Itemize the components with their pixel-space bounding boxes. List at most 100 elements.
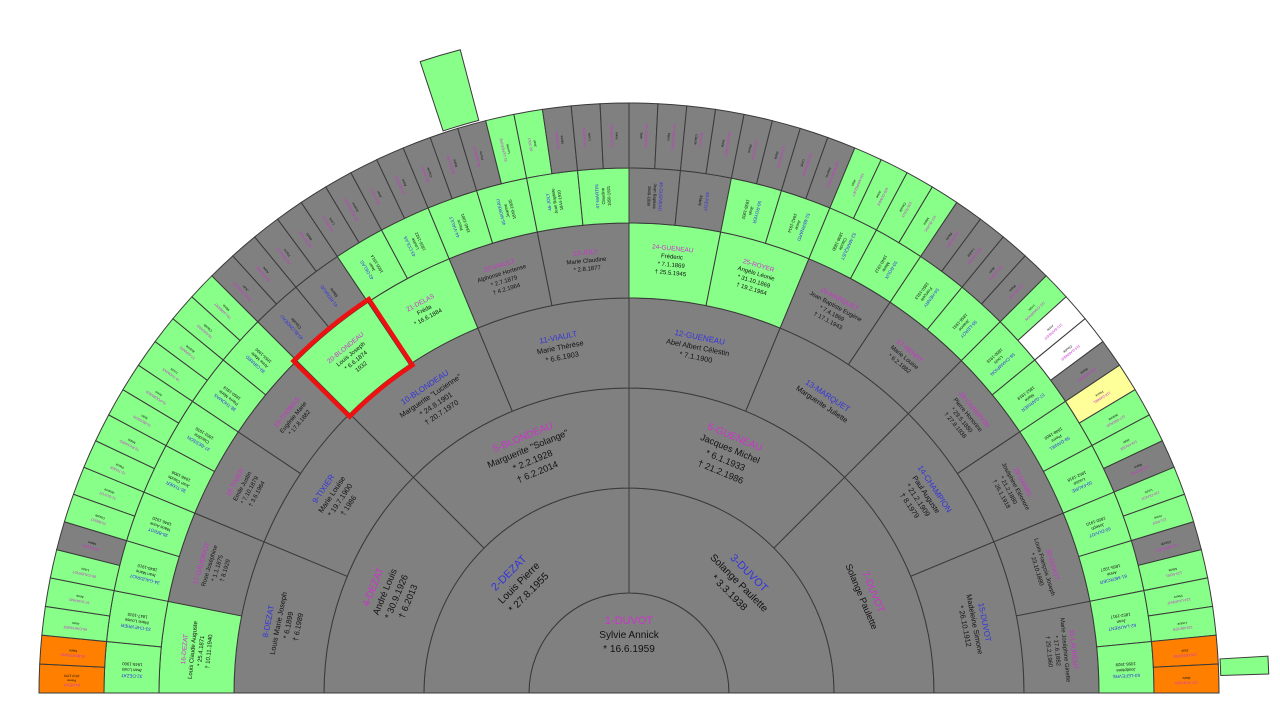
person-detail-line: Sylvie Annick bbox=[599, 630, 660, 641]
person-detail-line: Jean bbox=[140, 413, 148, 420]
person-number-name: 61-MERCIER bbox=[1099, 573, 1128, 585]
person-number-name: 100-ROYER bbox=[750, 140, 758, 161]
person-number-name: 48-GUENEAU bbox=[657, 182, 663, 212]
person-detail-line: Claude bbox=[838, 237, 849, 252]
person-detail-line: Anne bbox=[401, 178, 408, 187]
person-detail-line: Jean Marie bbox=[135, 568, 157, 578]
person-detail-line: Jean bbox=[1122, 438, 1130, 445]
person-detail-line: Pierre bbox=[1173, 594, 1183, 599]
person-number-name: 45-MOREAU bbox=[495, 199, 506, 226]
person-number-name: 50-ROYER bbox=[752, 200, 763, 224]
person-number-name: 86-COLAS bbox=[369, 187, 381, 205]
extension-marker[interactable] bbox=[419, 49, 480, 132]
person-detail-line: 1845-1901 bbox=[459, 212, 471, 233]
person-number-name: 63-LEFEVRE bbox=[1112, 673, 1140, 679]
person-number-name: 98-PETIT bbox=[697, 132, 703, 149]
person-number-name: 72-TIXIER bbox=[109, 465, 126, 476]
person-detail-line: † 25.2.1960 bbox=[1044, 636, 1053, 669]
person-number-name: 121-ROY bbox=[1151, 517, 1167, 526]
person-detail-line: 1810-1870 bbox=[64, 674, 80, 678]
person-detail-line: Jean bbox=[988, 266, 996, 274]
person-detail-line: Claude bbox=[202, 323, 213, 333]
person-detail-line: Louise bbox=[505, 143, 511, 154]
person-detail-line: Claudine bbox=[600, 187, 606, 205]
person-detail-line: Marie bbox=[922, 217, 930, 226]
person-detail-line: Jean bbox=[748, 206, 755, 217]
person-detail-line: Pierre bbox=[478, 150, 484, 160]
person-number-name: 125-MEYER bbox=[1172, 625, 1193, 631]
person-detail-line: 1840-1899 bbox=[646, 186, 652, 207]
person-detail-line: Pierre bbox=[945, 232, 953, 242]
person-number-name: 46-JOLY bbox=[545, 193, 553, 211]
person-detail-line: Claude bbox=[898, 202, 907, 213]
person-detail-line: 1850-1921 bbox=[606, 185, 612, 206]
person-detail-line: Pierre bbox=[67, 678, 76, 682]
person-detail-line: 1856-1929 bbox=[1115, 661, 1136, 667]
fan-overlay bbox=[290, 296, 416, 420]
person-detail-line: Marie bbox=[881, 261, 891, 273]
person-number-name: 101-MASSON bbox=[776, 145, 786, 168]
person-detail-line: Anne bbox=[794, 220, 802, 232]
person-detail-line: Marie bbox=[1008, 284, 1017, 293]
person-number-name: 64-DEZAT bbox=[62, 683, 80, 687]
person-detail-line: Louise bbox=[1177, 621, 1187, 626]
person-detail-line: Jean Baptiste bbox=[652, 183, 658, 209]
person-number-name: 89-MULLER bbox=[446, 154, 456, 174]
person-detail-line: Anne bbox=[1106, 570, 1117, 577]
person-number-name: 96-GUENEAU bbox=[644, 124, 649, 147]
person-detail-line: Louis bbox=[1144, 488, 1153, 495]
extension-marker[interactable] bbox=[1219, 655, 1270, 676]
person-detail-line: Louis bbox=[799, 159, 805, 168]
person-detail-line: Pierre bbox=[747, 144, 753, 154]
person-detail-line: Claude bbox=[94, 513, 105, 520]
person-detail-line: Louis bbox=[993, 355, 1004, 365]
person-detail-line: Jeanne bbox=[825, 167, 833, 179]
person-detail-line: Louise bbox=[966, 248, 975, 258]
person-number-name: 1-DUVOT bbox=[605, 615, 654, 627]
person-number-name: 97-CHEVALIER bbox=[670, 124, 676, 150]
person-number-name: 67-DURAND bbox=[68, 597, 89, 605]
person-detail-line: 1846-1920 bbox=[151, 515, 172, 527]
person-detail-line: Jean bbox=[1116, 618, 1126, 624]
person-number-name: 120-DUVOT bbox=[1140, 490, 1161, 501]
person-detail-line: Louis Claude Auguste bbox=[188, 620, 200, 679]
person-number-name: 99-GAUTHIER bbox=[723, 132, 731, 156]
person-detail-line: Pierre bbox=[115, 462, 125, 469]
person-cell-127-dufour[interactable] bbox=[1152, 663, 1220, 694]
person-detail-line: Marie bbox=[87, 540, 96, 546]
person-detail-line: Jean bbox=[242, 284, 250, 292]
person-detail-line: Marie bbox=[305, 232, 313, 241]
person-detail-line: Jeanne bbox=[351, 201, 360, 213]
person-detail-line: Jean bbox=[376, 190, 383, 198]
person-detail-line: 1844-1910 bbox=[556, 189, 564, 210]
person-number-name: 32-DEZAT bbox=[121, 673, 143, 679]
person-number-name: 62-LAURENT bbox=[1108, 623, 1137, 632]
person-detail-line: Louise bbox=[1072, 477, 1086, 487]
person-detail-line: Anne bbox=[875, 190, 882, 199]
person-detail-line: Claude bbox=[426, 167, 434, 178]
person-detail-line: Louis bbox=[1027, 303, 1036, 312]
person-detail-line: Jeanne bbox=[103, 487, 115, 495]
person-detail-line: Louis bbox=[328, 217, 336, 226]
person-detail-line: † 10.11.1940 bbox=[205, 634, 214, 670]
person-detail-line: * 16.6.1959 bbox=[603, 644, 655, 655]
person-number-name: 94-MARTIN bbox=[582, 127, 587, 147]
person-number-name: 68-GAUDRIOT bbox=[71, 569, 96, 578]
selection-highlight bbox=[290, 296, 416, 420]
